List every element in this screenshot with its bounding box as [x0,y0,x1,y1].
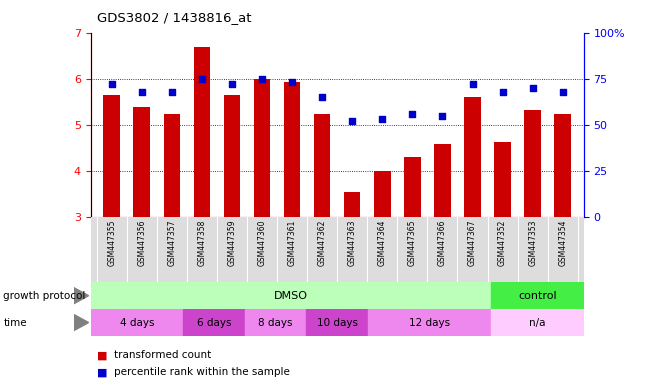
Point [227,81,238,87]
Point [527,85,538,91]
Point [497,89,508,95]
Text: GSM447353: GSM447353 [528,220,537,266]
Text: ■: ■ [97,350,108,360]
Point [197,76,207,82]
Bar [491,309,584,336]
Text: GSM447366: GSM447366 [438,220,447,266]
Point [287,79,297,86]
Text: GSM447361: GSM447361 [288,220,297,266]
Bar [223,95,240,217]
Text: GSM447352: GSM447352 [498,220,507,266]
Text: GDS3802 / 1438816_at: GDS3802 / 1438816_at [97,12,252,25]
Bar [491,282,584,309]
Point [347,118,358,124]
Text: GSM447360: GSM447360 [258,220,266,266]
Text: control: control [518,291,557,301]
Point [317,94,327,100]
Bar [103,95,120,217]
Polygon shape [74,314,89,331]
Bar [554,114,571,217]
Text: 8 days: 8 days [258,318,293,328]
Text: GSM447367: GSM447367 [468,220,477,266]
Bar [183,309,245,336]
Bar [254,79,270,217]
Text: percentile rank within the sample: percentile rank within the sample [114,367,290,377]
Point [407,111,418,117]
Text: GSM447362: GSM447362 [317,220,327,266]
Text: 12 days: 12 days [409,318,450,328]
Bar [307,309,368,336]
Bar [344,192,360,217]
Bar [164,114,180,217]
Text: time: time [3,318,27,328]
Bar [91,282,491,309]
Point [377,116,388,122]
Point [136,89,147,95]
Bar [524,109,541,217]
Text: GSM447364: GSM447364 [378,220,386,266]
Bar [404,157,421,217]
Text: ■: ■ [97,367,108,377]
Text: transformed count: transformed count [114,350,211,360]
Point [256,76,267,82]
Point [166,89,177,95]
Text: 4 days: 4 days [119,318,154,328]
Point [106,81,117,87]
Bar [284,82,301,217]
Text: GSM447365: GSM447365 [408,220,417,266]
Bar [464,97,481,217]
Point [437,113,448,119]
Text: GSM447359: GSM447359 [227,220,236,266]
Bar [368,309,491,336]
Bar [134,107,150,217]
Point [467,81,478,87]
Polygon shape [74,288,89,304]
Text: GSM447356: GSM447356 [137,220,146,266]
Text: 10 days: 10 days [317,318,358,328]
Bar [495,142,511,217]
Point [558,89,568,95]
Bar [91,309,183,336]
Text: GSM447354: GSM447354 [558,220,567,266]
Text: n/a: n/a [529,318,546,328]
Bar [245,309,307,336]
Text: 6 days: 6 days [197,318,231,328]
Text: GSM447358: GSM447358 [197,220,207,266]
Text: DMSO: DMSO [274,291,308,301]
Bar [193,47,210,217]
Bar [434,144,451,217]
Bar [314,114,330,217]
Text: growth protocol: growth protocol [3,291,86,301]
Text: GSM447355: GSM447355 [107,220,116,266]
Text: GSM447357: GSM447357 [167,220,176,266]
Bar [374,171,391,217]
Text: GSM447363: GSM447363 [348,220,357,266]
